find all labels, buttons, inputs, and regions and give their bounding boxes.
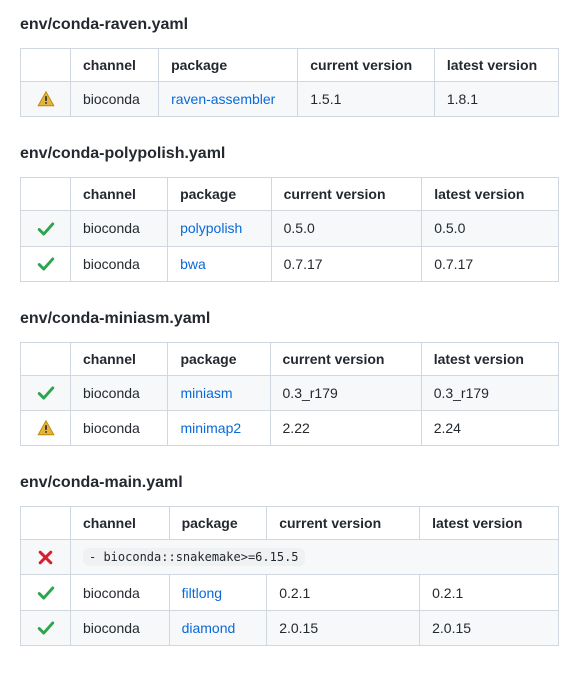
col-status	[21, 49, 71, 82]
col-latest: latest version	[421, 342, 558, 375]
version-table: channelpackagecurrent versionlatest vers…	[20, 48, 559, 117]
current-version-cell: 0.7.17	[271, 246, 422, 281]
table-row: bioconda miniasm 0.3_r1790.3_r179	[21, 375, 559, 410]
channel-cell: bioconda	[71, 246, 168, 281]
latest-version-cell: 2.24	[421, 411, 558, 446]
check-icon	[37, 384, 55, 402]
package-link[interactable]: bwa	[180, 256, 206, 272]
col-status	[21, 178, 71, 211]
table-row: bioconda filtlong 0.2.10.2.1	[21, 575, 559, 610]
col-current: current version	[298, 49, 435, 82]
table-row: bioconda bwa 0.7.170.7.17	[21, 246, 559, 281]
table-row: bioconda raven-assembler 1.5.11.8.1	[21, 82, 559, 117]
package-link[interactable]: minimap2	[180, 420, 241, 436]
package-link[interactable]: filtlong	[182, 585, 222, 601]
col-status	[21, 507, 71, 540]
channel-cell: bioconda	[71, 575, 170, 610]
col-current: current version	[270, 342, 421, 375]
table-row: bioconda diamond 2.0.152.0.15	[21, 610, 559, 645]
check-icon	[37, 220, 55, 238]
col-latest: latest version	[420, 507, 559, 540]
package-cell: diamond	[169, 610, 267, 645]
current-version-cell: 0.2.1	[267, 575, 420, 610]
package-cell: miniasm	[168, 375, 270, 410]
current-version-cell: 2.22	[270, 411, 421, 446]
env-section: env/conda-polypolish.yaml channelpackagec…	[20, 145, 559, 282]
channel-cell: bioconda	[71, 411, 168, 446]
error-icon	[37, 549, 54, 566]
col-latest: latest version	[434, 49, 558, 82]
col-channel: channel	[71, 178, 168, 211]
env-section: env/conda-miniasm.yaml channelpackagecurr…	[20, 310, 559, 447]
section-title: env/conda-main.yaml	[20, 474, 559, 492]
col-current: current version	[267, 507, 420, 540]
current-version-cell: 0.5.0	[271, 211, 422, 246]
channel-cell: bioconda	[71, 610, 170, 645]
col-status	[21, 342, 71, 375]
raw-dependency-cell: - bioconda::snakemake>=6.15.5	[71, 540, 559, 575]
warning-icon	[37, 419, 55, 437]
env-section: env/conda-raven.yaml channelpackagecurren…	[20, 16, 559, 117]
col-channel: channel	[71, 342, 168, 375]
current-version-cell: 1.5.1	[298, 82, 435, 117]
col-channel: channel	[71, 507, 170, 540]
package-cell: filtlong	[169, 575, 267, 610]
current-version-cell: 2.0.15	[267, 610, 420, 645]
col-package: package	[168, 178, 272, 211]
latest-version-cell: 0.2.1	[420, 575, 559, 610]
latest-version-cell: 2.0.15	[420, 610, 559, 645]
col-latest: latest version	[422, 178, 559, 211]
section-title: env/conda-miniasm.yaml	[20, 310, 559, 328]
warning-icon	[37, 90, 55, 108]
channel-cell: bioconda	[71, 375, 168, 410]
status-cell	[21, 375, 71, 410]
channel-cell: bioconda	[71, 211, 168, 246]
package-link[interactable]: miniasm	[180, 385, 232, 401]
check-icon	[37, 584, 55, 602]
col-package: package	[168, 342, 270, 375]
status-cell	[21, 411, 71, 446]
version-table: channelpackagecurrent versionlatest vers…	[20, 506, 559, 646]
latest-version-cell: 0.5.0	[422, 211, 559, 246]
table-row: bioconda minimap2 2.222.24	[21, 411, 559, 446]
package-cell: minimap2	[168, 411, 270, 446]
raw-dependency-text: - bioconda::snakemake>=6.15.5	[83, 548, 305, 566]
status-cell	[21, 246, 71, 281]
col-current: current version	[271, 178, 422, 211]
status-cell	[21, 540, 71, 575]
col-package: package	[159, 49, 298, 82]
check-icon	[37, 255, 55, 273]
latest-version-cell: 1.8.1	[434, 82, 558, 117]
package-link[interactable]: diamond	[182, 620, 236, 636]
package-cell: raven-assembler	[159, 82, 298, 117]
version-table: channelpackagecurrent versionlatest vers…	[20, 177, 559, 282]
col-channel: channel	[71, 49, 159, 82]
package-link[interactable]: polypolish	[180, 220, 242, 236]
status-cell	[21, 82, 71, 117]
env-section: env/conda-main.yaml channelpackagecurrent…	[20, 474, 559, 646]
package-link[interactable]: raven-assembler	[171, 91, 275, 107]
section-title: env/conda-raven.yaml	[20, 16, 559, 34]
current-version-cell: 0.3_r179	[270, 375, 421, 410]
section-title: env/conda-polypolish.yaml	[20, 145, 559, 163]
table-row: bioconda polypolish 0.5.00.5.0	[21, 211, 559, 246]
status-cell	[21, 211, 71, 246]
channel-cell: bioconda	[71, 82, 159, 117]
latest-version-cell: 0.7.17	[422, 246, 559, 281]
latest-version-cell: 0.3_r179	[421, 375, 558, 410]
status-cell	[21, 575, 71, 610]
col-package: package	[169, 507, 267, 540]
table-row: - bioconda::snakemake>=6.15.5	[21, 540, 559, 575]
package-cell: polypolish	[168, 211, 272, 246]
check-icon	[37, 619, 55, 637]
package-cell: bwa	[168, 246, 272, 281]
version-table: channelpackagecurrent versionlatest vers…	[20, 342, 559, 447]
status-cell	[21, 610, 71, 645]
